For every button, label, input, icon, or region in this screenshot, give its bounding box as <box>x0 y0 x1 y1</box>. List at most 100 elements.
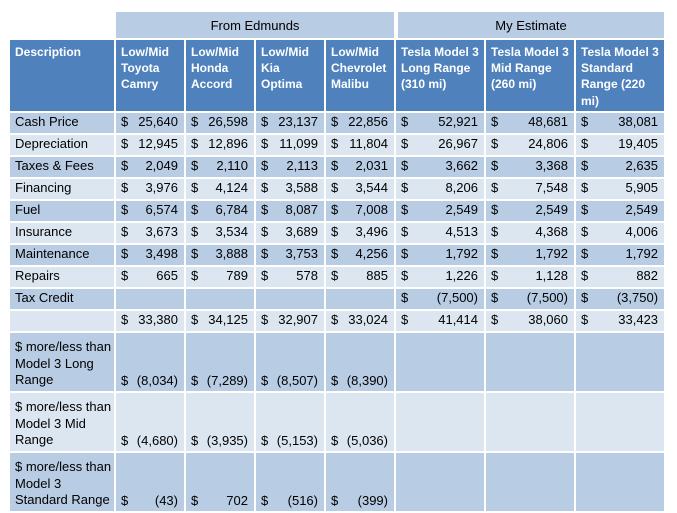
money-cell: $ (3,935) <box>186 392 254 451</box>
row-label: Fuel <box>10 200 114 221</box>
row-label: $ more/less than Model 3 Long Range <box>10 332 114 391</box>
money-cell: $4,513 <box>396 222 484 243</box>
currency-symbol: $ <box>191 202 199 218</box>
amount-value: 6,574 <box>145 202 178 218</box>
amount-value: 3,976 <box>145 180 178 196</box>
money-cell: $882 <box>576 266 665 287</box>
currency-symbol: $ <box>491 268 499 284</box>
amount-value: 48,681 <box>528 114 568 130</box>
money-cell: $2,549 <box>396 200 484 221</box>
money-cell: $1,226 <box>396 266 484 287</box>
money-cell: $2,031 <box>326 156 394 177</box>
currency-symbol: $ <box>491 114 499 130</box>
currency-symbol: $ <box>331 202 339 218</box>
money-cell <box>396 392 484 451</box>
money-cell: $4,006 <box>576 222 665 243</box>
currency-symbol: $ <box>401 290 409 306</box>
currency-symbol: $ <box>331 180 339 196</box>
money-cell <box>186 288 254 309</box>
amount-value: 8,206 <box>445 180 478 196</box>
money-cell: $3,753 <box>256 244 324 265</box>
row-label: Taxes & Fees <box>10 156 114 177</box>
money-cell: $3,662 <box>396 156 484 177</box>
money-cell: $3,689 <box>256 222 324 243</box>
amount-value: 3,588 <box>285 180 318 196</box>
amount-value: 1,226 <box>445 268 478 284</box>
money-cell: $3,498 <box>116 244 184 265</box>
amount-value: 578 <box>296 268 318 284</box>
table-row: Insurance $3,673 $3,534 $3,689 $3,496 $4,513 $… <box>10 222 665 243</box>
col-header-tesla-standard-range: Tesla Model 3 Standard Range (220 mi) <box>576 40 665 111</box>
money-cell: $12,896 <box>186 134 254 155</box>
amount-value: (516) <box>287 492 318 508</box>
currency-symbol: $ <box>491 202 499 218</box>
currency-symbol: $ <box>581 224 589 240</box>
money-cell: $3,544 <box>326 178 394 199</box>
amount-value: 26,598 <box>208 114 248 130</box>
currency-symbol: $ <box>331 114 339 130</box>
amount-value: 33,423 <box>618 312 659 328</box>
amount-value: 789 <box>226 268 248 284</box>
currency-symbol: $ <box>581 290 589 306</box>
currency-symbol: $ <box>191 158 199 174</box>
amount-value: 665 <box>156 268 178 284</box>
amount-value: 3,544 <box>355 180 388 196</box>
amount-value: 11,099 <box>279 136 318 152</box>
money-cell <box>486 332 574 391</box>
row-label: Depreciation <box>10 134 114 155</box>
money-cell: $33,024 <box>326 310 394 331</box>
table-row: $ more/less than Model 3 Mid Range $ (4,68… <box>10 392 665 451</box>
money-cell: $ (4,680) <box>116 392 184 451</box>
cost-comparison-table: From Edmunds My Estimate Description Low… <box>8 10 666 513</box>
currency-symbol: $ <box>491 136 499 152</box>
money-cell: $23,137 <box>256 112 324 133</box>
currency-symbol: $ <box>331 492 339 508</box>
money-cell: $ (8,507) <box>256 332 324 391</box>
currency-symbol: $ <box>581 180 589 196</box>
money-cell: $ (7,500) <box>486 288 574 309</box>
money-cell: $5,905 <box>576 178 665 199</box>
row-label: Cash Price <box>10 112 114 133</box>
money-cell <box>256 288 324 309</box>
money-cell: $3,534 <box>186 222 254 243</box>
amount-value: 885 <box>366 268 388 284</box>
money-cell: $52,921 <box>396 112 484 133</box>
amount-value: 3,888 <box>215 246 248 262</box>
amount-value: 4,513 <box>445 224 478 240</box>
amount-value: (3,935) <box>206 432 248 448</box>
amount-value: 3,753 <box>285 246 318 262</box>
money-cell <box>486 452 574 511</box>
currency-symbol: $ <box>121 372 129 388</box>
row-label: Maintenance <box>10 244 114 265</box>
money-cell: $578 <box>256 266 324 287</box>
currency-symbol: $ <box>331 312 339 328</box>
money-cell: $25,640 <box>116 112 184 133</box>
currency-symbol: $ <box>401 246 409 262</box>
amount-value: 2,549 <box>625 202 659 218</box>
row-label: Repairs <box>10 266 114 287</box>
amount-value: 19,405 <box>618 136 659 152</box>
row-label: Financing <box>10 178 114 199</box>
amount-value: 2,110 <box>216 158 248 174</box>
currency-symbol: $ <box>121 158 129 174</box>
money-cell <box>396 332 484 391</box>
money-cell: $26,598 <box>186 112 254 133</box>
money-cell: $2,110 <box>186 156 254 177</box>
money-cell: $48,681 <box>486 112 574 133</box>
money-cell: $4,368 <box>486 222 574 243</box>
amount-value: (8,507) <box>276 372 318 388</box>
money-cell: $7,008 <box>326 200 394 221</box>
currency-symbol: $ <box>121 268 129 284</box>
currency-symbol: $ <box>581 158 589 174</box>
currency-symbol: $ <box>331 372 339 388</box>
money-cell: $8,087 <box>256 200 324 221</box>
money-cell: $665 <box>116 266 184 287</box>
money-cell: $789 <box>186 266 254 287</box>
money-cell: $ (5,036) <box>326 392 394 451</box>
money-cell: $6,574 <box>116 200 184 221</box>
row-label: $ more/less than Model 3 Standard Range <box>10 452 114 511</box>
money-cell: $38,060 <box>486 310 574 331</box>
money-cell: $ (8,034) <box>116 332 184 391</box>
currency-symbol: $ <box>191 268 199 284</box>
amount-value: 33,024 <box>348 312 388 328</box>
